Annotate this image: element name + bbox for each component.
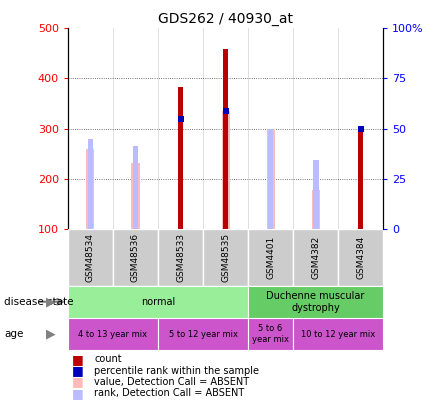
Title: GDS262 / 40930_at: GDS262 / 40930_at [158,12,293,26]
Text: 5 to 6
year mix: 5 to 6 year mix [252,324,289,344]
Bar [158,229,203,286]
Text: 4 to 13 year mix: 4 to 13 year mix [78,330,148,339]
Text: rank, Detection Call = ABSENT: rank, Detection Call = ABSENT [94,388,244,398]
Bar [68,229,113,286]
Bar [248,318,293,350]
Text: GSM48536: GSM48536 [131,232,140,282]
Bar [311,190,320,229]
Bar [113,229,158,286]
Bar [293,318,383,350]
Text: ■: ■ [72,387,84,400]
Bar [338,229,383,286]
Text: 10 to 12 year mix: 10 to 12 year mix [301,330,375,339]
Text: count: count [94,354,122,364]
Bar [86,149,95,229]
Text: ▶: ▶ [46,328,55,341]
Bar [68,318,158,350]
Bar [248,286,383,318]
Text: normal: normal [141,297,175,307]
Bar [313,160,318,229]
Text: GSM48533: GSM48533 [176,232,185,282]
Bar [223,49,228,229]
Bar [178,87,183,229]
Text: ▶: ▶ [46,295,55,308]
Bar [222,111,230,229]
Text: value, Detection Call = ABSENT: value, Detection Call = ABSENT [94,377,249,387]
Text: Duchenne muscular
dystrophy: Duchenne muscular dystrophy [266,291,365,313]
Bar [133,146,138,229]
Bar [268,129,273,229]
Text: GSM48534: GSM48534 [86,233,95,281]
Bar [88,139,93,229]
Text: 5 to 12 year mix: 5 to 12 year mix [169,330,237,339]
Text: GSM4401: GSM4401 [266,236,275,279]
Text: GSM48535: GSM48535 [221,232,230,282]
Text: GSM4382: GSM4382 [311,236,320,279]
Bar [358,129,363,229]
Text: GSM4384: GSM4384 [356,236,365,279]
Bar [158,318,248,350]
Text: ■: ■ [72,375,84,388]
Text: disease state: disease state [4,297,74,307]
Bar [293,229,338,286]
Bar [248,229,293,286]
Bar [203,229,248,286]
Text: age: age [4,329,24,339]
Bar [68,286,248,318]
Bar [267,129,275,229]
Text: percentile rank within the sample: percentile rank within the sample [94,366,259,375]
Bar [131,163,140,229]
Text: ■: ■ [72,353,84,366]
Text: ■: ■ [72,364,84,377]
